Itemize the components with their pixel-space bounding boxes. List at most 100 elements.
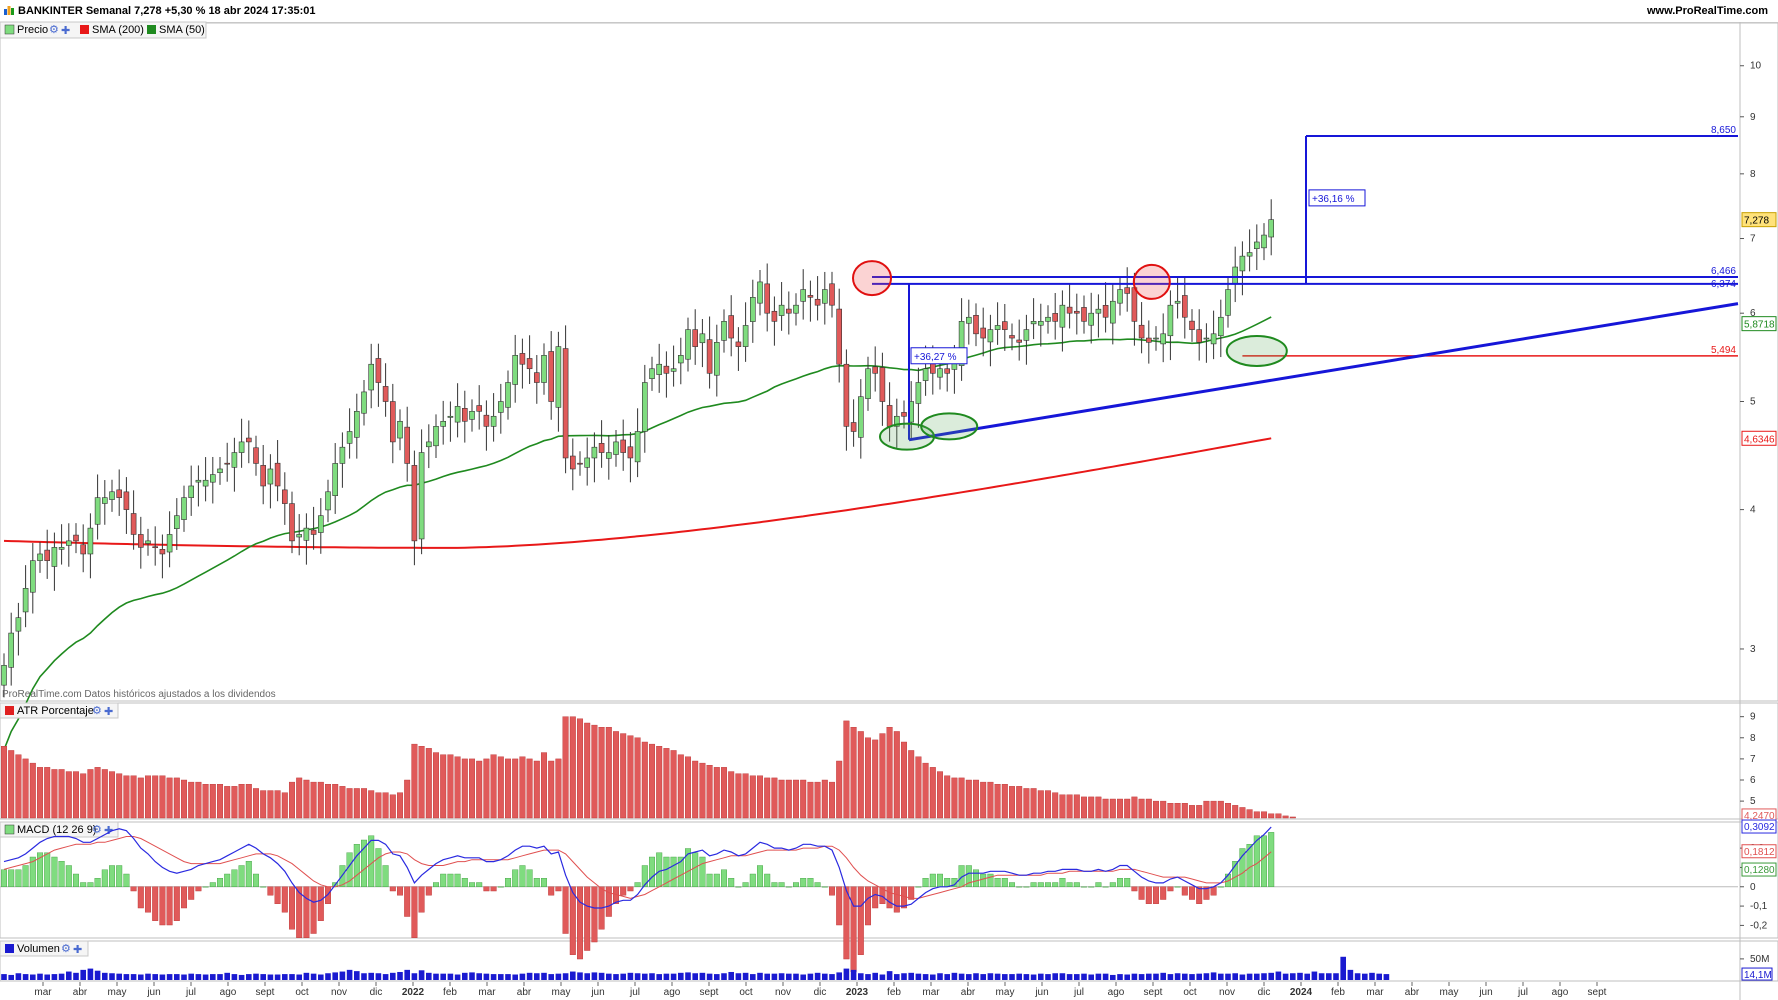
macd-histogram-bar — [605, 886, 612, 917]
candle — [677, 337, 684, 385]
candle — [353, 393, 360, 459]
candle-up — [1, 665, 7, 686]
candle-up — [987, 329, 994, 343]
atr-bar — [353, 788, 360, 819]
atr-bar — [1138, 798, 1145, 819]
candle-up — [1218, 316, 1224, 337]
atr-bar — [670, 750, 677, 819]
candle-up — [8, 632, 14, 668]
atr-bar — [65, 771, 72, 819]
macd-histogram-bar — [800, 878, 807, 887]
price-tick-label: 10 — [1750, 61, 1762, 72]
support-circle — [1225, 334, 1288, 367]
macd-histogram-bar — [512, 869, 519, 887]
candle-up — [210, 474, 216, 483]
macd-histogram-bar — [188, 886, 195, 900]
atr-bar — [807, 781, 814, 819]
candle-up — [1110, 300, 1116, 324]
candle-down — [598, 443, 605, 453]
volume-bar — [253, 973, 259, 980]
atr-bar — [613, 731, 620, 819]
add-icon[interactable]: ✚ — [61, 25, 70, 37]
macd-histogram-bar — [51, 856, 58, 887]
candle — [1189, 309, 1195, 342]
volume-add-icon[interactable]: ✚ — [73, 944, 82, 956]
candle — [807, 280, 814, 322]
atr-bar — [166, 777, 173, 819]
volume-bar — [951, 972, 958, 980]
macd-histogram-bar — [108, 865, 115, 887]
time-tick-label: ago — [664, 987, 681, 998]
volume-bar — [462, 972, 468, 980]
atr-legend: ATR Porcentaje ⚙ ✚ — [0, 702, 119, 719]
volume-bar — [87, 968, 94, 980]
time-tick-label: oct — [295, 987, 309, 998]
atr-bar — [216, 784, 223, 819]
atr-bar — [987, 781, 994, 819]
macd-histogram-bar — [929, 873, 936, 887]
atr-add-icon[interactable]: ✚ — [104, 706, 113, 718]
candle-down — [785, 308, 792, 314]
candle — [821, 271, 828, 325]
atr-bar — [433, 752, 440, 819]
macd-histogram-bar — [137, 886, 144, 909]
candle — [577, 451, 583, 476]
candle — [1138, 302, 1145, 354]
atr-wrench-icon[interactable]: ⚙ — [92, 705, 102, 717]
candle — [1261, 223, 1267, 261]
candle — [317, 498, 324, 554]
candle — [879, 352, 886, 426]
candle — [1268, 199, 1274, 256]
atr-bar — [728, 771, 735, 819]
macd-histogram-bar — [649, 856, 656, 887]
macd-histogram-bar — [562, 886, 569, 934]
volume-bar — [822, 973, 828, 980]
candle — [865, 356, 871, 411]
candle-up — [174, 515, 180, 529]
time-tick-label: abr — [73, 987, 88, 998]
candle — [94, 474, 101, 540]
atr-bar — [627, 735, 634, 819]
atr-bar — [915, 756, 922, 819]
site-link[interactable]: www.ProRealTime.com — [1646, 5, 1768, 17]
candle-down — [627, 446, 634, 459]
candle — [440, 400, 447, 445]
time-tick-label: 2022 — [402, 987, 425, 998]
candle-down — [1081, 307, 1087, 322]
wrench-icon[interactable]: ⚙ — [49, 24, 59, 36]
atr-bar — [562, 716, 569, 819]
volume-bar — [1038, 973, 1044, 980]
candle — [267, 454, 274, 509]
time-tick-label: sept — [256, 987, 275, 998]
candle — [73, 523, 79, 554]
atr-bar — [699, 762, 706, 819]
candle — [22, 565, 29, 628]
candle-up — [541, 355, 547, 383]
candle-down — [771, 310, 778, 322]
atr-bar — [130, 775, 137, 819]
atr-bar — [1217, 800, 1224, 819]
candle-down — [872, 366, 879, 374]
macd-histogram-bar — [850, 886, 857, 972]
time-tick-label: mar — [922, 987, 940, 998]
macd-wrench-icon[interactable]: ⚙ — [92, 824, 102, 836]
candle-down — [836, 308, 843, 365]
candle-down — [533, 372, 540, 383]
atr-bar — [1188, 805, 1195, 819]
atr-last-tag-text: 4,2470 — [1744, 811, 1775, 822]
volume-bar — [66, 971, 72, 980]
macd-add-icon[interactable]: ✚ — [104, 825, 113, 837]
macd-histogram-bar — [317, 886, 324, 921]
candle — [29, 543, 36, 614]
volume-wrench-icon[interactable]: ⚙ — [61, 943, 71, 955]
time-tick-label: sept — [1144, 987, 1163, 998]
time-tick-label: 2024 — [1290, 987, 1313, 998]
macd-histogram-bar — [1145, 886, 1152, 904]
candle-up — [425, 441, 432, 448]
time-tick-label: ago — [220, 987, 237, 998]
candle — [1203, 323, 1210, 363]
candle — [188, 465, 194, 516]
macd-histogram-bar — [411, 886, 418, 938]
candle — [713, 324, 720, 397]
candle — [613, 429, 619, 467]
